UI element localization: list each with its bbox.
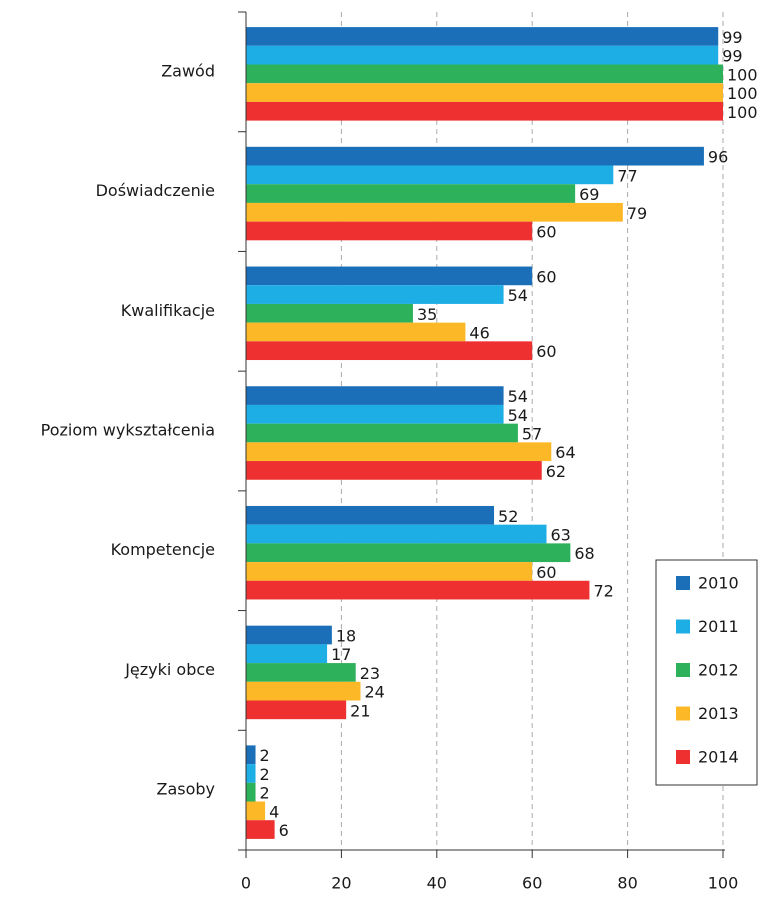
legend-box <box>655 559 758 786</box>
bar <box>246 764 256 783</box>
x-tick-label: 80 <box>617 874 637 893</box>
bar <box>246 423 518 443</box>
value-label: 63 <box>551 526 571 545</box>
bar <box>246 801 266 821</box>
bar <box>246 745 256 765</box>
bar <box>246 386 504 405</box>
value-label: 57 <box>522 425 542 444</box>
value-label: 60 <box>536 267 556 286</box>
bar <box>246 461 542 480</box>
bar <box>246 543 571 563</box>
bar <box>246 202 623 222</box>
legend-swatch <box>676 750 690 764</box>
bar <box>246 266 533 286</box>
value-label: 100 <box>727 84 758 103</box>
x-tick-label: 0 <box>241 874 251 893</box>
value-label: 4 <box>269 802 279 821</box>
value-label: 100 <box>727 103 758 122</box>
bar <box>246 782 256 802</box>
value-label: 23 <box>360 664 380 683</box>
value-label: 54 <box>508 387 528 406</box>
value-label: 99 <box>722 28 742 47</box>
value-label: 35 <box>417 305 437 324</box>
bar <box>246 165 614 185</box>
value-label: 54 <box>508 406 528 425</box>
y-tick-label: Zawód <box>161 61 215 80</box>
value-label: 52 <box>498 507 518 526</box>
value-label: 18 <box>336 627 356 646</box>
value-label: 69 <box>579 185 599 204</box>
bar <box>246 146 704 166</box>
bar <box>246 27 719 46</box>
bar <box>246 644 328 664</box>
y-tick-label: Poziom wykształcenia <box>41 421 215 440</box>
value-label: 54 <box>508 286 528 305</box>
y-tick-label: Języki obce <box>124 660 215 679</box>
bar <box>246 64 723 84</box>
value-label: 21 <box>350 701 370 720</box>
bar <box>246 83 723 102</box>
x-tick-label: 20 <box>331 874 351 893</box>
value-label: 79 <box>627 204 647 223</box>
legend-swatch <box>676 663 690 677</box>
x-tick-label: 40 <box>427 874 447 893</box>
bar <box>246 285 504 304</box>
value-label: 72 <box>593 582 613 601</box>
bar <box>246 341 533 361</box>
value-label: 60 <box>536 342 556 361</box>
value-label: 100 <box>727 65 758 84</box>
value-label: 2 <box>260 746 270 765</box>
bar <box>246 303 413 323</box>
y-tick-label: Zasoby <box>156 780 215 799</box>
value-label: 17 <box>331 645 351 664</box>
bar <box>246 700 347 720</box>
value-label: 96 <box>708 148 728 167</box>
bar <box>246 322 466 342</box>
y-tick-label: Doświadczenie <box>96 181 215 200</box>
value-label: 46 <box>469 323 489 342</box>
bar <box>246 221 533 241</box>
legend-swatch <box>676 576 690 590</box>
bar <box>246 625 332 645</box>
legend-swatch <box>676 706 690 721</box>
legend-label: 2012 <box>698 661 739 680</box>
bar <box>246 101 723 121</box>
bar <box>246 45 719 65</box>
bar <box>246 505 495 525</box>
bar <box>246 524 547 544</box>
x-tick-label: 60 <box>522 874 542 893</box>
value-label: 6 <box>279 821 289 840</box>
legend-label: 2010 <box>698 574 739 593</box>
bar <box>246 663 356 682</box>
value-label: 64 <box>555 443 575 462</box>
value-label: 77 <box>617 166 637 185</box>
legend-label: 2014 <box>698 748 739 767</box>
bar <box>246 820 275 839</box>
y-tick-label: Kwalifikacje <box>121 301 215 320</box>
value-label: 24 <box>364 683 384 702</box>
y-tick-label: Kompetencje <box>111 540 215 559</box>
value-label: 60 <box>536 222 556 241</box>
legend-label: 2013 <box>698 704 739 723</box>
value-label: 2 <box>260 784 270 803</box>
value-label: 99 <box>722 47 742 66</box>
value-label: 60 <box>536 563 556 582</box>
legend-label: 2011 <box>698 617 739 636</box>
bar <box>246 184 576 203</box>
bar <box>246 404 504 424</box>
bar <box>246 580 590 600</box>
value-label: 68 <box>574 544 594 563</box>
x-tick-label: 100 <box>708 874 739 893</box>
bar <box>246 442 552 462</box>
bar <box>246 681 361 701</box>
bar <box>246 562 533 581</box>
value-label: 62 <box>546 462 566 481</box>
value-label: 2 <box>260 765 270 784</box>
legend-swatch <box>676 619 690 634</box>
